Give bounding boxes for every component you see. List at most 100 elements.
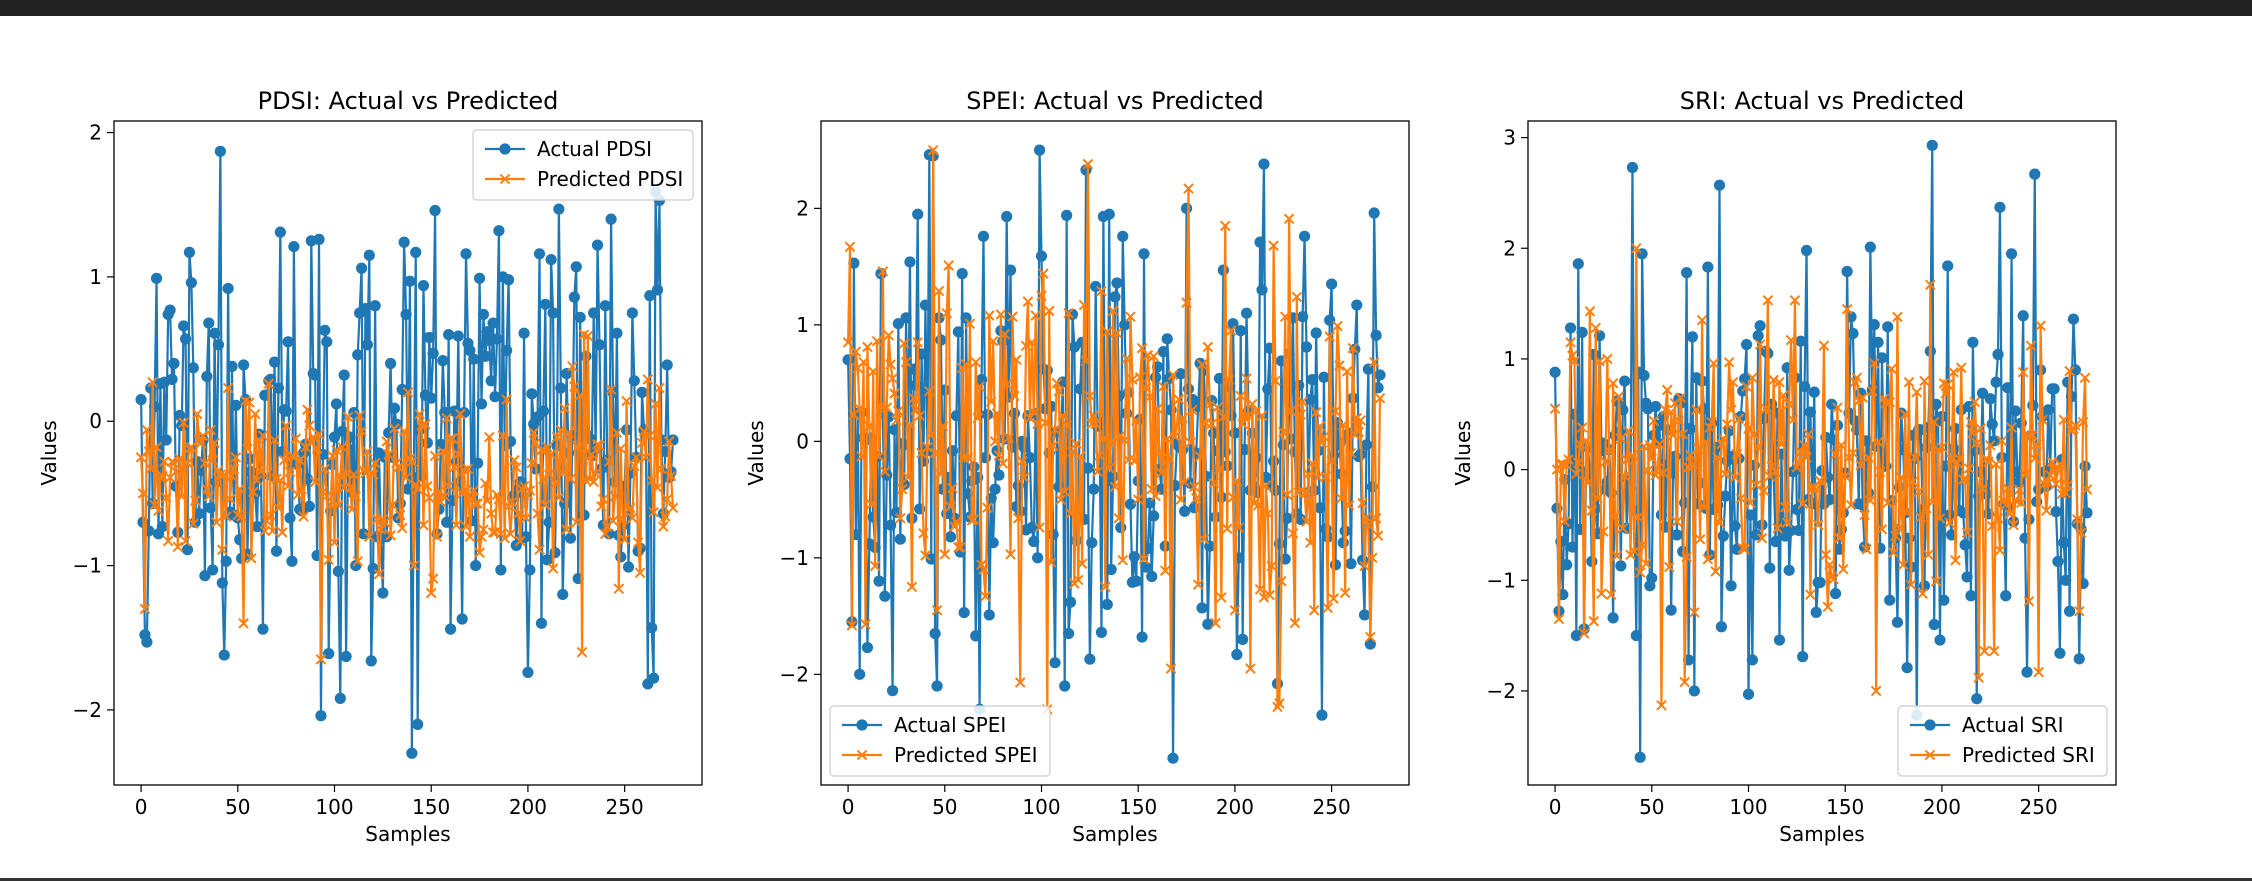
data-point-actual	[1847, 327, 1859, 340]
data-point-predicted	[329, 537, 340, 548]
data-point-predicted	[1262, 508, 1274, 519]
data-point-predicted	[1295, 409, 1306, 420]
data-point-actual	[181, 544, 194, 556]
data-point-predicted	[247, 486, 259, 498]
data-point-predicted	[1241, 373, 1252, 384]
data-point-predicted	[553, 492, 565, 504]
data-point-predicted	[590, 467, 601, 479]
data-point-predicted	[423, 492, 435, 504]
data-point-actual	[208, 327, 221, 339]
data-point-predicted	[1928, 416, 1940, 428]
data-point-predicted	[2006, 422, 2017, 433]
data-point-predicted	[1640, 558, 1652, 569]
data-point-actual	[1324, 314, 1336, 326]
data-point-predicted	[1671, 516, 1683, 527]
data-point-actual	[1971, 693, 1983, 705]
data-point-predicted	[1816, 477, 1828, 489]
data-point-predicted	[665, 470, 677, 482]
data-point-predicted	[151, 441, 162, 453]
data-point-actual	[1800, 244, 1813, 257]
y-tick-label: 1	[796, 313, 809, 337]
data-point-actual	[1024, 452, 1036, 464]
data-point-predicted	[1324, 331, 1336, 342]
data-point-predicted	[1793, 457, 1805, 469]
data-point-predicted	[284, 466, 296, 478]
data-point-predicted	[1109, 481, 1121, 493]
data-point-predicted	[1750, 479, 1762, 491]
data-point-actual	[1824, 493, 1836, 506]
data-point-actual	[1725, 580, 1737, 592]
data-point-predicted	[1909, 452, 1921, 463]
data-point-actual	[439, 406, 451, 419]
data-point-predicted	[1994, 545, 2006, 556]
data-point-predicted	[1247, 398, 1258, 410]
data-point-predicted	[1613, 391, 1625, 402]
data-point-actual	[444, 623, 457, 635]
data-point-actual	[284, 512, 296, 524]
data-point-predicted	[1636, 539, 1648, 551]
data-point-actual	[970, 630, 982, 642]
data-point-predicted	[1187, 404, 1198, 416]
data-point-predicted	[1735, 493, 1747, 504]
data-point-actual	[487, 317, 499, 329]
data-point-predicted	[1059, 486, 1071, 497]
data-point-predicted	[1366, 552, 1378, 564]
data-point-actual	[651, 284, 664, 296]
data-point-actual	[1329, 559, 1342, 571]
data-point-actual	[1103, 208, 1115, 220]
data-point-predicted	[1592, 493, 1603, 504]
data-point-actual	[1684, 423, 1697, 435]
data-point-actual	[1671, 529, 1683, 541]
data-point-actual	[1655, 509, 1668, 521]
data-point-actual	[406, 747, 418, 759]
data-point-actual	[201, 370, 213, 383]
data-point-predicted	[1146, 483, 1158, 495]
data-point-predicted	[1892, 311, 1903, 323]
data-point-actual	[1715, 621, 1728, 633]
data-point-predicted	[1074, 451, 1086, 462]
data-point-predicted	[211, 516, 222, 528]
data-point-predicted	[1971, 437, 1983, 449]
data-point-predicted	[1818, 340, 1830, 351]
data-point-predicted	[514, 535, 526, 547]
data-point-actual	[533, 248, 546, 260]
data-point-actual	[2050, 506, 2062, 518]
data-point-actual	[1814, 576, 1826, 589]
data-point-actual	[309, 369, 321, 381]
data-point-predicted	[182, 457, 193, 469]
data-point-predicted	[989, 436, 1001, 447]
legend-marker-x	[1924, 749, 1936, 761]
data-point-predicted	[501, 394, 512, 405]
data-point-predicted	[526, 457, 538, 469]
data-point-predicted	[1223, 374, 1235, 385]
data-point-actual	[150, 272, 163, 284]
data-point-predicted	[574, 389, 586, 401]
data-point-actual	[1901, 662, 1913, 674]
data-point-predicted	[1803, 428, 1814, 440]
data-point-predicted	[203, 490, 215, 502]
data-point-actual	[183, 246, 196, 258]
data-point-actual	[261, 389, 273, 401]
data-point-actual	[1138, 248, 1150, 260]
data-point-actual	[1308, 484, 1320, 496]
data-point-actual	[1231, 648, 1243, 661]
data-point-actual	[212, 339, 225, 351]
data-point-predicted	[1762, 294, 1774, 306]
data-point-actual	[1841, 265, 1853, 278]
data-point-predicted	[207, 454, 218, 466]
data-point-predicted	[454, 408, 466, 420]
data-point-predicted	[512, 508, 524, 519]
data-point-actual	[332, 565, 344, 577]
data-point-predicted	[1196, 359, 1208, 370]
data-point-predicted	[572, 441, 584, 453]
data-point-actual	[646, 622, 658, 634]
data-point-predicted	[1673, 415, 1685, 427]
data-point-predicted	[396, 522, 408, 534]
data-point-predicted	[991, 408, 1003, 419]
data-point-predicted	[1828, 573, 1839, 585]
data-point-predicted	[1007, 311, 1018, 323]
data-point-predicted	[1024, 412, 1036, 424]
data-point-predicted	[945, 501, 956, 512]
data-point-actual	[178, 320, 190, 332]
axes-frame	[113, 120, 703, 786]
